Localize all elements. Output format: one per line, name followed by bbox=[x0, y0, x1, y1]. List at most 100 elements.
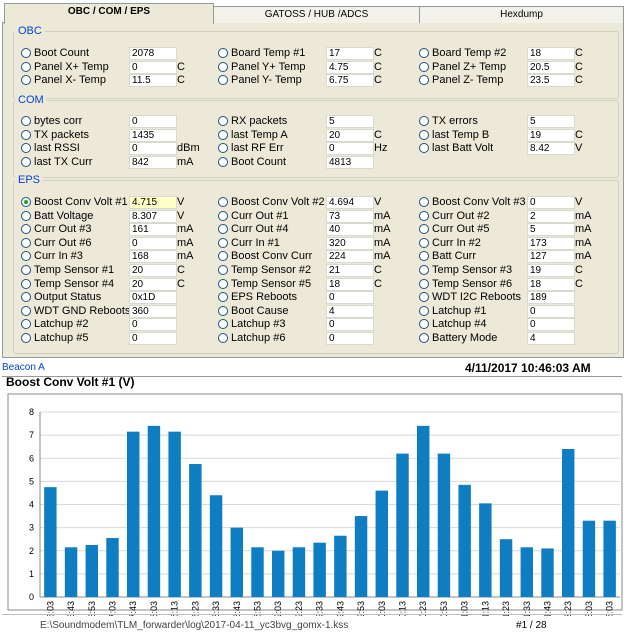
field-value: 224 bbox=[326, 250, 374, 264]
radio-button[interactable] bbox=[419, 61, 429, 72]
radio-button[interactable] bbox=[21, 237, 31, 248]
radio-button[interactable] bbox=[218, 61, 228, 72]
field-value: 20.5 bbox=[527, 60, 575, 74]
field-value: 0 bbox=[129, 142, 177, 156]
radio-button[interactable] bbox=[218, 319, 228, 330]
bar bbox=[479, 503, 492, 597]
radio-button[interactable] bbox=[218, 224, 228, 235]
group-box bbox=[13, 31, 619, 99]
field-unit: C bbox=[177, 74, 185, 87]
field-value: 40 bbox=[326, 223, 374, 237]
bar bbox=[541, 548, 554, 597]
field-label: Boot Count bbox=[231, 155, 287, 168]
radio-button[interactable] bbox=[21, 116, 31, 126]
radio-button[interactable] bbox=[218, 156, 228, 167]
radio-button[interactable] bbox=[21, 224, 31, 235]
field-value: 20 bbox=[326, 128, 374, 142]
y-tick-label: 6 bbox=[29, 453, 34, 463]
field-label: last Batt Volt bbox=[432, 142, 494, 155]
radio-button[interactable] bbox=[218, 333, 228, 343]
field-value: 2 bbox=[527, 209, 575, 223]
radio-button[interactable] bbox=[218, 265, 228, 275]
x-tick-label: 0:48:03 bbox=[149, 601, 159, 616]
radio-button[interactable] bbox=[218, 143, 228, 154]
radio-button[interactable] bbox=[218, 292, 228, 303]
radio-button[interactable] bbox=[218, 251, 228, 262]
field-unit: dBm bbox=[177, 142, 200, 155]
field-label: Temp Sensor #4 bbox=[34, 277, 115, 290]
y-tick-label: 0 bbox=[29, 592, 34, 602]
field-value: 18 bbox=[326, 277, 374, 291]
field-unit: V bbox=[575, 142, 583, 155]
field-value: 4 bbox=[326, 304, 374, 318]
radio-button[interactable] bbox=[21, 143, 31, 154]
field-value: 0 bbox=[527, 318, 575, 332]
radio-button[interactable] bbox=[218, 116, 228, 126]
radio-button[interactable] bbox=[21, 278, 31, 289]
radio-button[interactable] bbox=[21, 210, 31, 221]
radio-button[interactable] bbox=[419, 251, 429, 262]
radio-button[interactable] bbox=[419, 129, 429, 140]
radio-button[interactable] bbox=[21, 61, 31, 72]
radio-button[interactable] bbox=[21, 129, 31, 140]
radio-button[interactable] bbox=[218, 75, 228, 86]
radio-button[interactable] bbox=[419, 197, 429, 207]
radio-button[interactable] bbox=[21, 305, 31, 316]
radio-button[interactable] bbox=[419, 237, 429, 248]
radio-button[interactable] bbox=[21, 156, 31, 167]
radio-button[interactable] bbox=[218, 237, 228, 248]
radio-button[interactable] bbox=[21, 197, 31, 207]
radio-button[interactable] bbox=[21, 333, 31, 343]
radio-button[interactable] bbox=[419, 305, 429, 316]
field-value: 20 bbox=[129, 277, 177, 291]
tab[interactable]: OBC / COM / EPS bbox=[4, 3, 214, 24]
radio-button[interactable] bbox=[419, 48, 429, 58]
field-label: last RSSI bbox=[34, 142, 80, 155]
x-tick-label: 0:48:53 bbox=[253, 601, 263, 616]
tab[interactable]: Hexdump bbox=[419, 6, 624, 23]
y-tick-label: 4 bbox=[29, 500, 34, 510]
radio-button[interactable] bbox=[419, 75, 429, 86]
field-unit: C bbox=[177, 277, 185, 290]
field-label: Panel Z- Temp bbox=[432, 74, 504, 87]
x-tick-label: 0:49:23 bbox=[294, 601, 304, 616]
radio-button[interactable] bbox=[419, 143, 429, 154]
radio-button[interactable] bbox=[21, 265, 31, 275]
field-unit: V bbox=[177, 196, 185, 208]
field-value: 21 bbox=[326, 264, 374, 277]
field-unit: V bbox=[177, 209, 185, 222]
radio-button[interactable] bbox=[419, 292, 429, 303]
radio-button[interactable] bbox=[419, 278, 429, 289]
radio-button[interactable] bbox=[419, 319, 429, 330]
radio-button[interactable] bbox=[21, 48, 31, 58]
radio-button[interactable] bbox=[218, 278, 228, 289]
radio-button[interactable] bbox=[21, 292, 31, 303]
tab[interactable]: GATOSS / HUB /ADCS bbox=[213, 6, 420, 23]
field-value: 6.75 bbox=[326, 74, 374, 88]
field-value: 320 bbox=[326, 236, 374, 250]
radio-button[interactable] bbox=[218, 210, 228, 221]
y-tick-label: 1 bbox=[29, 569, 34, 579]
x-tick-label: 0:51:43 bbox=[543, 601, 553, 616]
radio-button[interactable] bbox=[419, 333, 429, 343]
radio-button[interactable] bbox=[218, 305, 228, 316]
radio-button[interactable] bbox=[419, 265, 429, 275]
radio-button[interactable] bbox=[218, 129, 228, 140]
radio-button[interactable] bbox=[21, 75, 31, 86]
radio-button[interactable] bbox=[419, 116, 429, 126]
y-tick-label: 8 bbox=[29, 407, 34, 417]
field-value: 23.5 bbox=[527, 74, 575, 88]
file-path: E:\Soundmodem\TLM_forwarder\log\2017-04-… bbox=[40, 620, 349, 631]
bar bbox=[437, 453, 451, 597]
field-unit: V bbox=[374, 196, 382, 208]
field-unit: C bbox=[177, 264, 185, 276]
radio-button[interactable] bbox=[419, 224, 429, 235]
chart-title: Boost Conv Volt #1 (V) bbox=[6, 376, 134, 389]
field-unit: mA bbox=[374, 223, 391, 236]
radio-button[interactable] bbox=[21, 319, 31, 330]
field-label: last Temp B bbox=[432, 128, 490, 141]
radio-button[interactable] bbox=[218, 48, 228, 58]
radio-button[interactable] bbox=[218, 197, 228, 207]
radio-button[interactable] bbox=[419, 210, 429, 221]
radio-button[interactable] bbox=[21, 251, 31, 262]
